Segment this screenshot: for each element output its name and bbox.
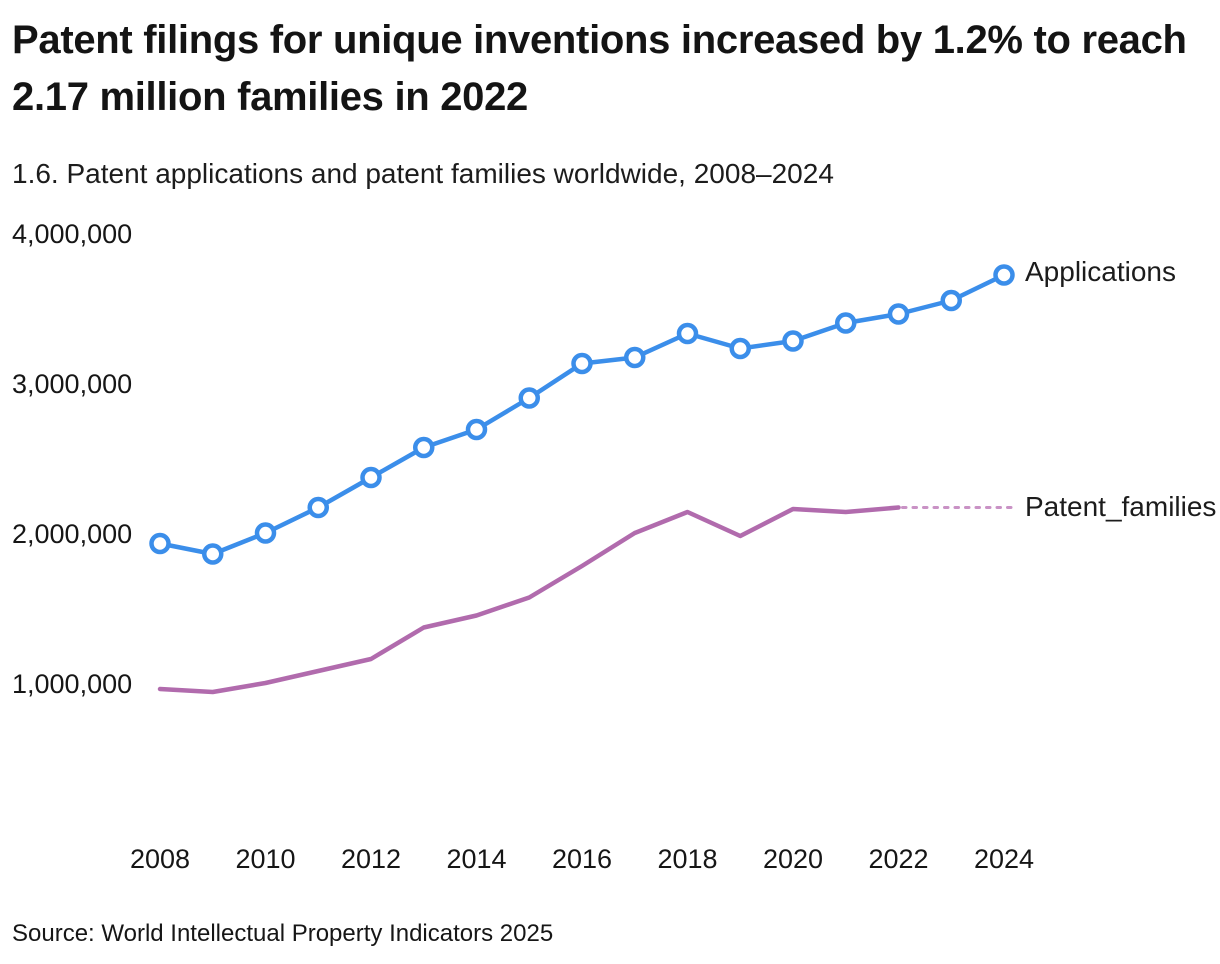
data-point-marker <box>835 312 857 334</box>
data-point-marker <box>624 346 646 369</box>
source-note: Source: World Intellectual Property Indi… <box>12 920 554 947</box>
x-axis-tick-label: 2016 <box>552 844 612 874</box>
line-chart-canvas: 4,000,000 3,000,000 2,000,000 1,000,000 2008… <box>12 219 1034 874</box>
x-axis-tick-label: 2024 <box>974 844 1034 874</box>
series-line-patent_families <box>157 505 901 695</box>
x-axis-tick-label: 2014 <box>446 844 506 874</box>
data-point-marker <box>413 436 435 459</box>
data-point-marker <box>360 466 382 489</box>
data-point-marker <box>149 532 171 555</box>
chart-area: 4,000,000 3,000,000 2,000,000 1,000,000 2008… <box>0 200 1220 890</box>
data-point-marker <box>887 303 910 325</box>
data-point-marker <box>254 522 277 544</box>
x-axis-tick-label: 2010 <box>235 844 295 874</box>
data-point-marker <box>676 322 699 345</box>
data-point-marker <box>940 289 962 312</box>
data-point-marker <box>465 418 488 441</box>
data-point-marker <box>571 352 593 375</box>
chart-subtitle: 1.6. Patent applications and patent fami… <box>12 158 834 189</box>
series-line-applications <box>157 272 1007 557</box>
y-axis-tick-label: 4,000,000 <box>12 219 132 249</box>
chart-headline: Patent filings for unique inventions inc… <box>12 18 1187 119</box>
data-point-marker <box>307 496 329 519</box>
series-label-applications: Applications <box>1025 256 1176 287</box>
y-axis-tick-label: 3,000,000 <box>12 369 132 399</box>
x-axis-tick-label: 2012 <box>341 844 401 874</box>
data-point-marker <box>782 330 804 352</box>
x-axis-tick-label: 2020 <box>763 844 823 874</box>
data-point-marker <box>518 387 540 409</box>
x-axis-tick-label: 2022 <box>868 844 928 874</box>
x-axis-tick-label: 2008 <box>130 844 190 874</box>
series-label-patent-families: Patent_families <box>1025 491 1217 522</box>
data-point-marker <box>202 543 224 565</box>
y-axis-tick-label: 2,000,000 <box>12 519 132 549</box>
x-axis-tick-label: 2018 <box>657 844 717 874</box>
data-point-marker <box>993 264 1015 286</box>
data-point-marker <box>729 337 751 360</box>
y-axis-tick-label: 1,000,000 <box>12 669 132 699</box>
